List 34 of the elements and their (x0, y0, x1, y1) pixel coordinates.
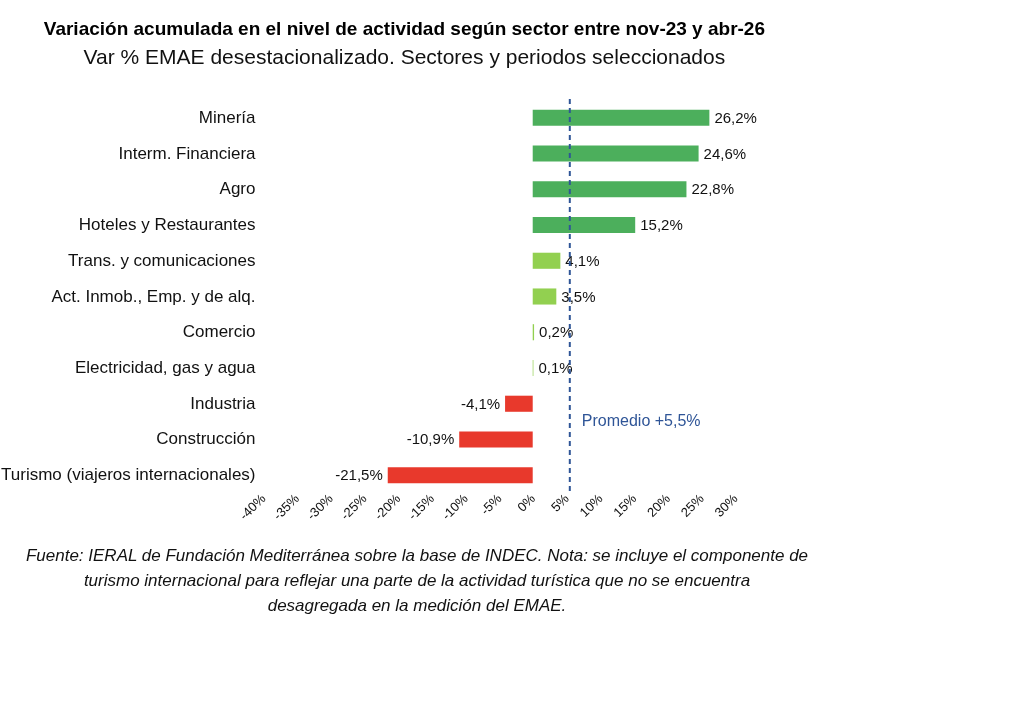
y-tick-label: Hoteles y Restaurantes (78, 215, 256, 235)
x-tick-label: 10% (576, 490, 606, 520)
ref-line-label: Promedio +5,5% (581, 412, 701, 429)
y-tick-label: Interm. Financiera (118, 143, 257, 163)
y-tick-label: Industria (190, 393, 257, 413)
data-label: -4,1% (460, 394, 501, 412)
x-tick-label: 0% (514, 490, 539, 515)
data-label: 4,1% (565, 251, 600, 269)
chart-title: Variación acumulada en el nivel de actividad según sector entre nov-23 y abr-26 (43, 18, 765, 39)
y-tick-label: Minería (198, 107, 257, 127)
y-tick-label: Trans. y comunicaciones (68, 250, 256, 270)
data-label: 0,1% (538, 358, 573, 376)
data-label: 3,5% (561, 287, 596, 305)
x-tick-label: 30% (711, 490, 741, 520)
x-tick-label: 5% (547, 490, 573, 515)
x-tick-label: 15% (610, 490, 640, 520)
x-tick-label: 25% (677, 490, 708, 520)
y-tick-label: Turismo (viajeros internacionales) (1, 465, 256, 485)
data-label: 15,2% (640, 216, 683, 234)
data-label: -21,5% (335, 466, 383, 484)
data-label: 22,8% (691, 180, 734, 198)
data-label: 26,2% (714, 108, 757, 126)
y-tick-label: Comercio (182, 322, 256, 342)
data-label: 0,2% (539, 323, 574, 341)
y-tick-label: Act. Inmob., Emp. y de alq. (51, 286, 256, 306)
x-tick-label: 20% (644, 490, 674, 520)
x-tick-label: -5% (477, 490, 505, 518)
y-tick-label: Construcción (156, 429, 256, 449)
data-label: -10,9% (406, 430, 455, 448)
data-label: 24,6% (703, 144, 747, 162)
source-note: Fuente: IERAL de Fundación Mediterránea sobre la base de INDEC. Nota: se incluye el componente de turismo internacional para reflejar una parte de la actividad turística que no se encuentra desagregada en la medición del EMAE. (25, 545, 809, 615)
y-tick-label: Agro (219, 179, 256, 199)
chart-subtitle: Var % EMAE desestacionalizado. Sectores y periodos seleccionados (83, 45, 726, 68)
y-tick-label: Electricidad, gas y agua (75, 357, 257, 377)
